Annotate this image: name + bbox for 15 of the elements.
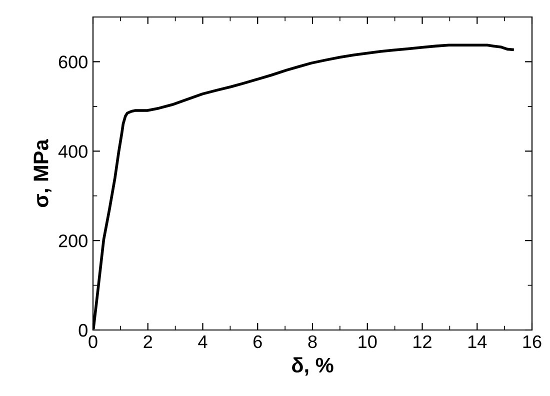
x-tick-label: 0 [88,335,98,348]
y-axis-title: σ, MPa [34,139,52,208]
y-tick-label: 200 [58,234,88,248]
x-tick-label: 6 [254,335,262,348]
y-tick-label: 0 [78,324,88,337]
y-tick-label: 600 [58,56,88,68]
x-tick-label: 4 [198,336,208,348]
y-tick-label: 400 [58,145,88,158]
x-tick-label: 10 [358,335,377,348]
x-tick-label: 16 [523,335,542,348]
x-tick-label: 2 [144,335,152,348]
x-tick-label: 14 [468,336,487,348]
x-tick-label: 8 [308,335,317,348]
x-tick-label: 12 [414,335,432,348]
x-axis-title: δ, % [292,357,334,376]
